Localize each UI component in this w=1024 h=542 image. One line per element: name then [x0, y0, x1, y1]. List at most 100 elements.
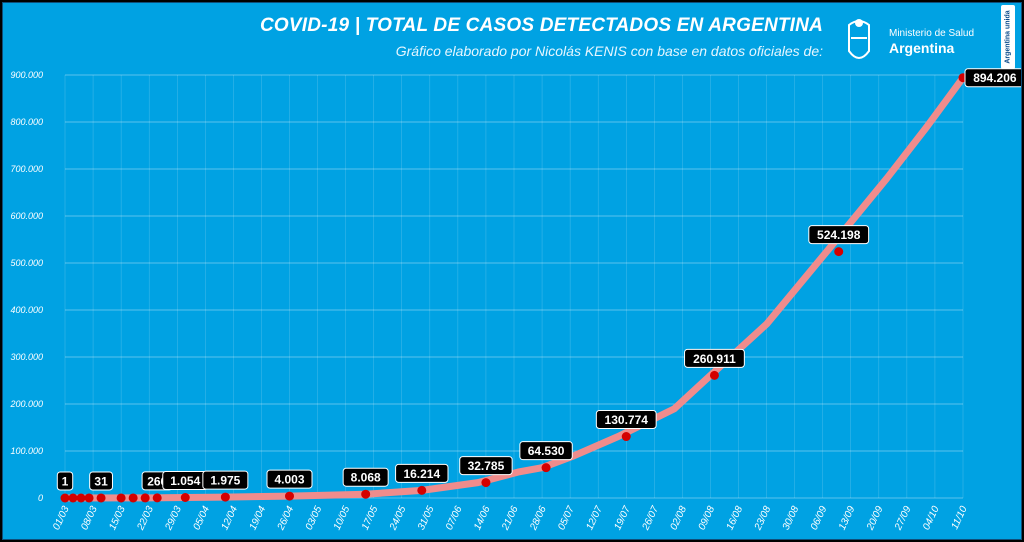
x-tick-label: 05/07: [556, 504, 577, 532]
x-tick-label: 12/04: [220, 504, 241, 532]
y-tick-label: 300.000: [10, 352, 43, 362]
data-label-box: [808, 225, 870, 245]
data-label-box: [202, 470, 249, 490]
line-chart: 0 100.000 200.000 300.000 400.000 500.000 600.…: [9, 68, 1021, 533]
y-tick-label: 0: [38, 493, 43, 503]
data-label-box: [595, 410, 657, 430]
data-label: 1.054: [170, 474, 200, 488]
x-tick-label: 28/06: [528, 504, 549, 533]
x-tick-label: 23/08: [752, 504, 773, 533]
y-tick-label: 600.000: [10, 211, 43, 221]
data-label-box: [56, 471, 74, 491]
data-label-box: [964, 68, 1021, 88]
x-tick-label: 03/05: [304, 504, 325, 532]
y-tick-label: 800.000: [10, 117, 43, 127]
ministry-label: Ministerio de Salud: [889, 28, 975, 39]
data-label-box: [459, 456, 513, 476]
x-tick-label: 11/10: [949, 504, 969, 531]
ministry-shield-logo: [848, 19, 870, 59]
y-tick-label: 500.000: [10, 258, 43, 268]
x-tick-label: 12/07: [584, 504, 605, 532]
data-label: 8.068: [351, 471, 381, 485]
data-point: [68, 493, 78, 503]
x-tick-label: 29/03: [163, 504, 184, 533]
data-label: 32.785: [468, 459, 505, 473]
data-point: [140, 493, 150, 503]
y-tick-label: 900.000: [10, 70, 43, 80]
argentina-unida-tag: Argentina unida: [1001, 5, 1015, 69]
data-label: 4.003: [274, 473, 304, 487]
data-label-box: [684, 348, 745, 368]
data-label: 16.214: [403, 467, 440, 481]
data-label-box: [89, 471, 113, 491]
data-point: [116, 493, 126, 503]
data-point: [76, 493, 86, 503]
data-label: 260.911: [693, 352, 736, 366]
data-point: [180, 493, 190, 503]
x-tick-label: 31/05: [416, 504, 437, 532]
x-tick-label: 04/10: [921, 504, 942, 532]
data-label: 894.206: [973, 71, 1017, 85]
x-tick-label: 21/06: [500, 504, 521, 533]
data-point: [417, 485, 427, 495]
data-point: [361, 489, 371, 499]
chart-title: COVID-19 | TOTAL DE CASOS DETECTADOS EN …: [260, 15, 823, 36]
data-label: 31: [94, 474, 108, 488]
x-tick-label: 22/03: [135, 504, 156, 533]
x-tick-label: 15/03: [107, 504, 128, 532]
data-point: [834, 247, 844, 257]
x-tick-label: 09/08: [697, 504, 718, 532]
x-tick-label: 08/03: [79, 504, 100, 532]
data-point: [709, 370, 719, 380]
chart-subtitle: Gráfico elaborado por Nicolás KENIS con …: [395, 43, 823, 59]
data-label-box: [342, 467, 389, 487]
x-tick-label: 10/05: [332, 504, 353, 532]
data-label-box: [266, 469, 313, 489]
y-tick-label: 100.000: [10, 446, 43, 456]
x-tick-label: 05/04: [191, 504, 212, 532]
data-label: 130.774: [605, 413, 649, 427]
x-tick-label: 16/08: [725, 504, 746, 532]
y-axis-labels: 0 100.000 200.000 300.000 400.000 500.000 600.…: [9, 70, 43, 503]
data-point: [621, 432, 631, 442]
data-point: [541, 463, 551, 473]
x-tick-label: 02/08: [669, 504, 690, 532]
y-tick-label: 400.000: [10, 305, 43, 315]
y-tick-label: 200.000: [9, 399, 43, 409]
data-point: [285, 491, 294, 501]
x-tick-label: 17/05: [360, 504, 381, 532]
x-tick-label: 24/05: [387, 504, 408, 533]
x-tick-label: 01/03: [51, 504, 72, 532]
data-point: [152, 493, 162, 503]
data-markers: [60, 73, 968, 503]
x-tick-label: 26/07: [640, 504, 661, 533]
data-point: [220, 492, 230, 502]
data-label-box: [519, 441, 573, 461]
data-point: [481, 478, 491, 488]
country-label: Argentina: [889, 40, 955, 56]
x-tick-label: 26/04: [275, 504, 296, 533]
data-label: 1.975: [210, 474, 240, 488]
x-tick-label: 27/09: [893, 504, 914, 533]
data-label: 64.530: [528, 444, 565, 458]
data-point: [128, 493, 138, 503]
data-label: 1: [62, 474, 69, 488]
x-tick-label: 30/08: [781, 504, 802, 532]
grid-lines: [64, 74, 964, 499]
x-tick-label: 07/06: [444, 504, 465, 532]
y-tick-label: 700.000: [10, 164, 43, 174]
x-tick-label: 19/07: [612, 504, 633, 532]
x-axis-labels: 01/03 08/03 15/03 22/03 29/03 05/04 12/04 19/04…: [51, 504, 970, 533]
data-label-box: [395, 463, 449, 483]
x-tick-label: 06/09: [809, 504, 830, 532]
x-tick-label: 14/06: [472, 504, 493, 532]
data-labels: 1 31 266 1.054 1.975 4.003 8.068 16.21432.78564…: [56, 68, 1021, 491]
x-tick-label: 19/04: [248, 504, 269, 532]
data-point: [60, 493, 70, 503]
data-label: 524.198: [817, 228, 861, 242]
data-point: [84, 493, 94, 503]
x-tick-label: 13/09: [837, 504, 858, 532]
x-tick-label: 20/09: [865, 504, 886, 533]
data-point: [96, 493, 106, 503]
